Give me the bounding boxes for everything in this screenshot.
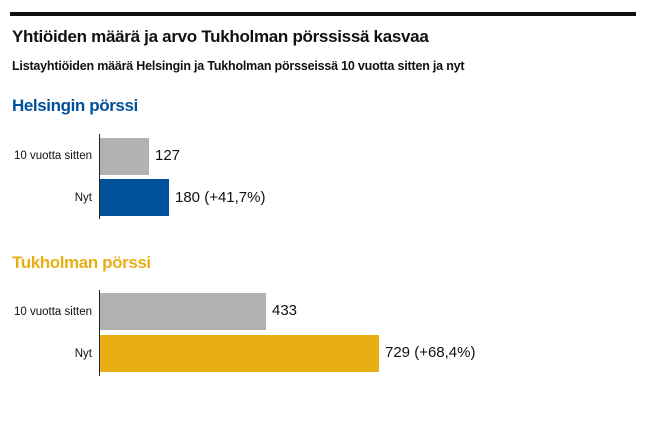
helsinki-bar-now [100, 179, 169, 216]
tukholma-section-title: Tukholman pörssi [12, 253, 151, 272]
helsinki-bar-previous [100, 138, 149, 175]
chart-subtitle: Listayhtiöiden määrä Helsingin ja Tukhol… [12, 59, 465, 73]
helsinki-category-label-now: Nyt [74, 192, 92, 204]
helsinki-axis-line [99, 134, 100, 219]
chart-title: Yhtiöiden määrä ja arvo Tukholman pörssi… [12, 27, 429, 46]
tukholma-bar-now [100, 335, 379, 372]
tukholma-axis-line [99, 290, 100, 376]
helsinki-value-label-now: 180 (+41,7%) [175, 189, 266, 206]
tukholma-category-label-now: Nyt [74, 348, 92, 360]
top-rule [10, 12, 636, 16]
helsinki-section-title: Helsingin pörssi [12, 96, 138, 115]
tukholma-value-label-previous: 433 [272, 302, 298, 319]
helsinki-category-label-previous: 10 vuotta sitten [14, 150, 92, 162]
tukholma-category-label-previous: 10 vuotta sitten [14, 306, 92, 318]
helsinki-value-label-previous: 127 [155, 147, 181, 164]
tukholma-value-label-now: 729 (+68,4%) [385, 344, 476, 361]
tukholma-bar-previous [100, 293, 266, 330]
